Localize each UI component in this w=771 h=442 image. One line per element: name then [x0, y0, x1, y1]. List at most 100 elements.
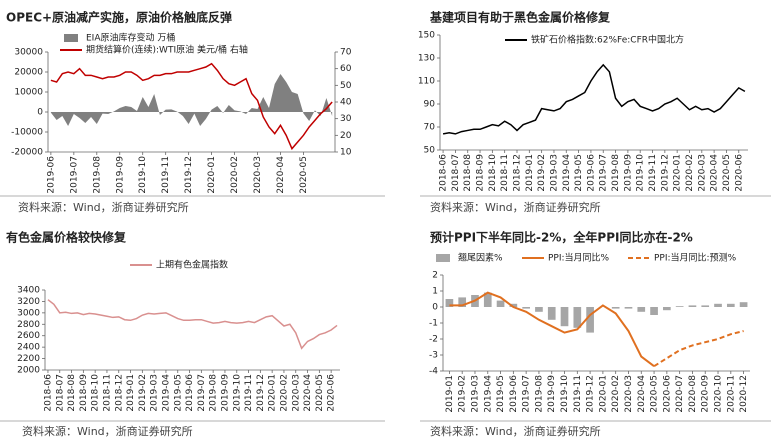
y-tick-label: 20000: [14, 68, 43, 78]
y2-tick-label: 50: [340, 81, 352, 91]
y2-tick-label: 30: [340, 114, 352, 124]
y-tick-label: 0: [37, 108, 43, 118]
area: [50, 74, 333, 126]
x-tick-label: 2019-05: [574, 154, 584, 192]
bar: [714, 303, 722, 307]
legend-swatch: [436, 254, 450, 262]
x-tick-label: 2020-02: [611, 375, 621, 413]
x-tick-label: 2019-01: [525, 154, 535, 192]
y-tick-label: 2000: [17, 366, 40, 376]
x-tick-label: 2020-07: [675, 375, 685, 413]
x-tick-label: 2018-09: [79, 374, 89, 412]
y2-tick-label: 20: [340, 131, 352, 141]
x-tick-label: 2019-10: [232, 374, 242, 412]
bar: [726, 303, 735, 307]
x-tick-label: 2019-09: [623, 154, 633, 192]
x-tick-label: 2020-04: [276, 156, 286, 194]
x-tick-label: 2018-08: [67, 374, 77, 412]
x-tick-label: 2019-04: [562, 154, 572, 192]
bar: [663, 307, 671, 311]
bar: [739, 302, 748, 307]
x-tick-label: 2020-10: [714, 375, 724, 413]
y-tick-label: 70: [424, 123, 436, 133]
x-tick-label: 2019-02: [537, 154, 547, 192]
x-tick-label: 2020-03: [253, 156, 263, 194]
bar: [586, 307, 594, 333]
y-tick-label: 30000: [14, 48, 43, 58]
x-tick-label: 2020-08: [688, 375, 698, 413]
bar: [637, 307, 646, 312]
x-tick-label: 2020-03: [697, 154, 707, 192]
chart-title: OPEC+原油减产实施，原油价格触底反弹: [6, 10, 232, 25]
y-tick-label: -2: [429, 335, 438, 345]
x-tick-label: 2020-01: [207, 156, 217, 194]
x-tick-label: 2019-02: [458, 375, 468, 413]
x-tick-label: 2019-10: [138, 156, 148, 194]
x-tick-label: 2019-05: [496, 375, 506, 413]
x-tick-label: 2019-11: [161, 156, 171, 194]
bar: [650, 307, 658, 315]
x-tick-label: 2020-06: [327, 374, 337, 412]
y-tick-label: 0: [432, 303, 438, 313]
y-tick-label: 2: [432, 271, 438, 281]
x-tick-label: 2018-12: [513, 154, 523, 192]
y-tick-label: 2200: [17, 354, 40, 364]
bar: [624, 307, 633, 309]
y-tick-label: 1: [432, 287, 438, 297]
x-tick-label: 2019-03: [549, 154, 559, 192]
y-tick-label: 3000: [17, 308, 40, 318]
legend-label: 铁矿石价格指数:62%Fe:CFR中国北方: [531, 34, 684, 46]
chart-title: 预计PPI下半年同比-2%，全年PPI同比亦在-2%: [430, 230, 693, 245]
source: 资料来源：Wind，浙商证券研究所: [18, 200, 189, 214]
x-tick-label: 2018-06: [439, 154, 449, 192]
x-tick-label: 2020-01: [673, 154, 683, 192]
y-tick-label: 130: [418, 54, 435, 64]
y-tick-label: -1: [429, 319, 438, 329]
x-tick-label: 2020-02: [279, 374, 289, 412]
y2-tick-label: 10: [340, 148, 352, 158]
x-tick-label: 2018-07: [55, 374, 65, 412]
source: 资料来源：Wind，浙商证券研究所: [430, 200, 601, 214]
x-tick-label: 2020-01: [268, 374, 278, 412]
x-tick-label: 2018-11: [102, 374, 112, 412]
x-tick-label: 2020-02: [685, 154, 695, 192]
x-tick-label: 2018-09: [476, 154, 486, 192]
x-tick-label: 2020-09: [701, 375, 711, 413]
bar: [547, 307, 556, 320]
source: 资料来源：Wind，浙商证券研究所: [22, 424, 193, 438]
x-tick-label: 2020-05: [722, 154, 732, 192]
legend-label: PPI:当月同比%: [548, 252, 610, 264]
x-tick-label: 2019-11: [244, 374, 254, 412]
x-tick-label: 2020-03: [624, 375, 634, 413]
legend-swatch: [64, 34, 78, 42]
bar: [675, 306, 684, 307]
x-tick-label: 2019-10: [560, 375, 570, 413]
x-tick-label: 2019-07: [69, 156, 79, 194]
y-tick-label: 3200: [17, 297, 40, 307]
y2-tick-label: 70: [340, 48, 352, 58]
y-tick-label: -3: [429, 351, 438, 361]
line: [653, 330, 744, 368]
bar: [560, 307, 569, 327]
legend-label: 翘尾因素%: [458, 252, 503, 264]
x-tick-label: 2019-12: [586, 375, 596, 413]
y-tick-label: 50: [424, 146, 436, 156]
y-tick-label: 3400: [17, 286, 40, 296]
bar: [611, 307, 620, 309]
legend-label: 上期有色金属指数: [156, 259, 228, 271]
bar: [535, 307, 543, 312]
x-tick-label: 2019-03: [150, 374, 160, 412]
x-tick-label: 2019-08: [92, 156, 102, 194]
bar: [458, 297, 467, 307]
y2-tick-label: 40: [340, 98, 352, 108]
x-tick-label: 2020-06: [662, 375, 672, 413]
x-tick-label: 2019-07: [197, 374, 207, 412]
line: [442, 63, 746, 135]
line: [449, 291, 655, 367]
x-tick-label: 2019-07: [522, 375, 532, 413]
bar: [688, 305, 697, 307]
y-tick-label: 110: [418, 77, 435, 87]
x-tick-label: 2019-08: [611, 154, 621, 192]
x-tick-label: 2018-06: [43, 374, 53, 412]
